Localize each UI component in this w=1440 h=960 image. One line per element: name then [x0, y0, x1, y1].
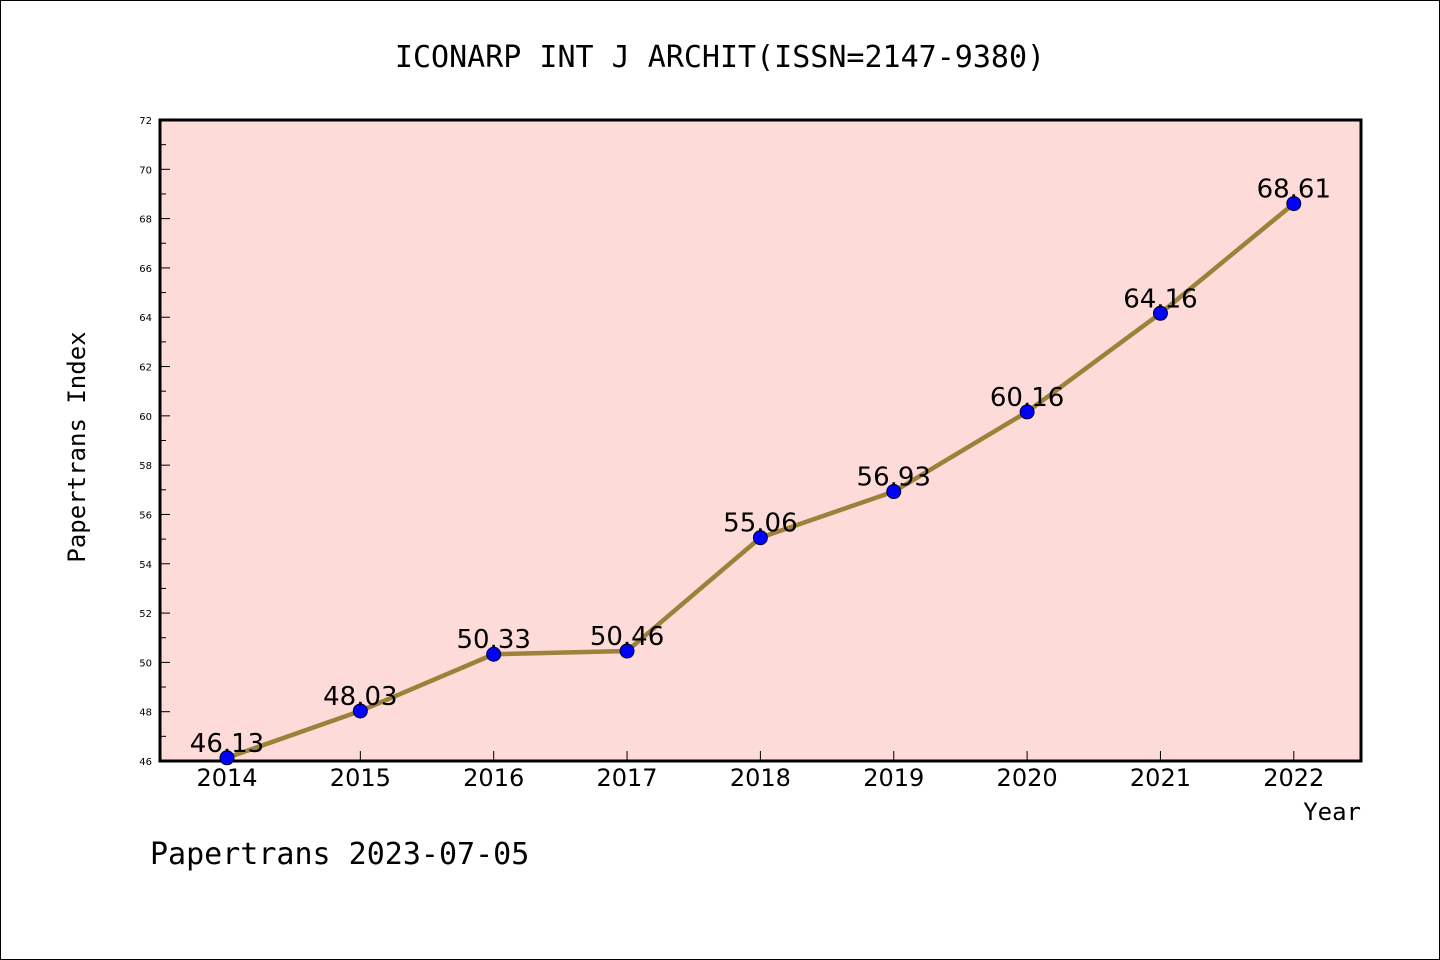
- x-tick-label: 2014: [196, 764, 257, 792]
- data-point: [1019, 404, 1035, 420]
- y-axis-label: Papertrans Index: [63, 331, 91, 562]
- y-tick-label: 52: [139, 609, 152, 620]
- y-tick-label: 66: [139, 264, 152, 275]
- y-tick-label: 58: [139, 461, 152, 472]
- data-label: 68.61: [1257, 175, 1331, 205]
- x-tick-label: 2019: [863, 764, 924, 792]
- data-label: 46.13: [190, 729, 264, 759]
- data-point: [619, 643, 635, 659]
- x-axis-ticks: 2014 2015 2016 2017 2018 2019 2020 2021 2022: [196, 751, 1324, 792]
- y-tick-label: 64: [139, 313, 152, 324]
- y-tick-label: 70: [139, 165, 152, 176]
- data-label: 50.33: [456, 625, 530, 655]
- data-point: [486, 646, 502, 662]
- x-tick-label: 2022: [1263, 764, 1324, 792]
- x-axis-label: Year: [1303, 798, 1361, 826]
- data-label: 60.16: [990, 383, 1064, 413]
- data-label: 48.03: [323, 682, 397, 712]
- x-tick-label: 2017: [597, 764, 658, 792]
- data-point: [1286, 196, 1302, 212]
- y-tick-label: 54: [139, 560, 152, 571]
- y-tick-label: 46: [139, 757, 152, 768]
- chart-title: ICONARP INT J ARCHIT(ISSN=2147-9380): [395, 40, 1045, 75]
- data-point: [886, 484, 902, 500]
- y-tick-label: 68: [139, 215, 152, 226]
- data-markers: [219, 196, 1302, 766]
- data-label: 64.16: [1123, 284, 1197, 314]
- y-tick-label: 60: [139, 412, 152, 423]
- x-tick-label: 2015: [330, 764, 391, 792]
- y-tick-label: 56: [139, 510, 152, 521]
- y-tick-label: 62: [139, 363, 152, 374]
- footer-text: Papertrans 2023-07-05: [150, 837, 529, 872]
- data-point: [352, 703, 368, 719]
- y-tick-label: 72: [139, 116, 152, 127]
- x-tick-label: 2021: [1130, 764, 1191, 792]
- data-point: [752, 530, 768, 546]
- data-point: [219, 750, 235, 766]
- data-label: 56.93: [857, 463, 931, 493]
- y-tick-label: 48: [139, 708, 152, 719]
- data-label: 50.46: [590, 622, 664, 652]
- x-tick-label: 2018: [730, 764, 791, 792]
- data-point: [1152, 305, 1168, 321]
- x-tick-label: 2020: [997, 764, 1058, 792]
- data-label: 55.06: [723, 509, 797, 539]
- plot-area: [158, 118, 1363, 763]
- data-labels: 46.13 48.03 50.33 50.46 55.06 56.93 60.16 64.16…: [190, 175, 1331, 759]
- x-tick-label: 2016: [463, 764, 524, 792]
- y-tick-label: 50: [139, 658, 152, 669]
- y-axis-ticks: 46 48 50 52 54 56 58 60 62 64 66 68 70 72: [139, 116, 170, 768]
